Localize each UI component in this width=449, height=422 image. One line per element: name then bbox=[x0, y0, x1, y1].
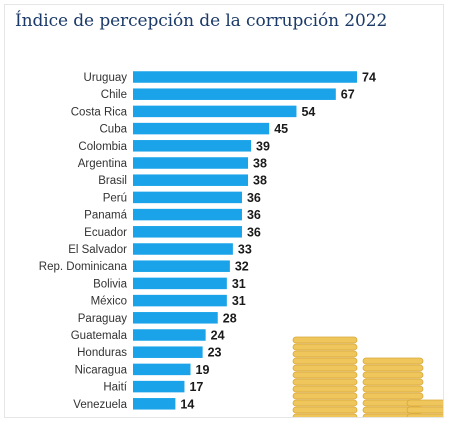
coin bbox=[362, 392, 424, 400]
value-label: 17 bbox=[189, 380, 203, 394]
value-label: 19 bbox=[196, 363, 210, 377]
coin bbox=[362, 378, 424, 386]
category-label: Chile bbox=[101, 89, 127, 101]
category-label: Rep. Dominicana bbox=[39, 261, 128, 273]
coin-stacks-illustration bbox=[292, 336, 443, 417]
coin bbox=[292, 413, 358, 417]
bar bbox=[133, 346, 203, 358]
value-label: 33 bbox=[238, 243, 252, 257]
value-label: 24 bbox=[211, 329, 225, 343]
coin bbox=[292, 392, 358, 400]
category-label: Costa Rica bbox=[71, 106, 128, 118]
bar bbox=[133, 105, 297, 118]
category-label: Perú bbox=[103, 192, 127, 204]
bar bbox=[133, 312, 218, 324]
bar bbox=[133, 398, 176, 410]
category-label: Brasil bbox=[98, 175, 127, 187]
coin bbox=[292, 364, 358, 372]
coin bbox=[292, 385, 358, 393]
value-label: 31 bbox=[232, 277, 246, 291]
coin bbox=[362, 371, 424, 379]
value-label: 45 bbox=[274, 122, 288, 136]
coin bbox=[406, 406, 443, 414]
coin bbox=[292, 406, 358, 414]
bar bbox=[133, 260, 230, 272]
category-label: Colombia bbox=[78, 141, 127, 153]
coin bbox=[292, 357, 358, 365]
category-label: Ecuador bbox=[84, 227, 127, 239]
coin bbox=[406, 399, 443, 407]
category-label: Guatemala bbox=[71, 330, 128, 342]
coin bbox=[406, 413, 443, 417]
category-label: Panamá bbox=[84, 210, 127, 222]
bar-chart: Uruguay 74 Chile 67 Costa Rica 54 Cuba 45 Colomb… bbox=[39, 71, 376, 412]
category-label: Honduras bbox=[77, 347, 127, 359]
bar bbox=[133, 226, 242, 238]
bar bbox=[133, 88, 336, 100]
chart-card: Índice de percepción de la corrupción 20… bbox=[4, 4, 444, 418]
value-label: 36 bbox=[247, 208, 261, 222]
coin bbox=[362, 357, 424, 365]
bar bbox=[133, 191, 242, 204]
value-label: 28 bbox=[223, 311, 237, 325]
value-label: 36 bbox=[247, 225, 261, 239]
coin bbox=[292, 378, 358, 386]
bar bbox=[133, 329, 206, 341]
coin bbox=[362, 364, 424, 372]
value-label: 23 bbox=[208, 346, 222, 360]
value-label: 32 bbox=[235, 260, 249, 274]
category-label: Nicaragua bbox=[75, 364, 128, 376]
bar bbox=[133, 140, 252, 152]
bar bbox=[133, 174, 249, 186]
bar bbox=[133, 363, 191, 376]
value-label: 39 bbox=[256, 139, 270, 153]
category-label: Bolivia bbox=[93, 278, 127, 290]
bar bbox=[133, 208, 242, 221]
value-label: 31 bbox=[232, 294, 246, 308]
coin bbox=[362, 385, 424, 393]
chart-title: Índice de percepción de la corrupción 20… bbox=[15, 11, 388, 31]
category-label: Cuba bbox=[100, 124, 128, 136]
bar bbox=[133, 294, 227, 307]
value-label: 38 bbox=[253, 157, 267, 171]
category-label: Paraguay bbox=[78, 313, 127, 325]
value-label: 14 bbox=[180, 397, 194, 411]
bar bbox=[133, 380, 185, 393]
category-label: Uruguay bbox=[84, 72, 128, 84]
value-label: 36 bbox=[247, 191, 261, 205]
coin bbox=[292, 350, 358, 358]
bar bbox=[133, 243, 233, 255]
bar bbox=[133, 71, 357, 83]
category-label: México bbox=[91, 296, 127, 308]
category-label: El Salvador bbox=[68, 244, 127, 256]
coin bbox=[292, 399, 358, 407]
bar bbox=[133, 277, 227, 290]
value-label: 54 bbox=[301, 105, 315, 119]
value-label: 74 bbox=[362, 71, 376, 85]
category-label: Argentina bbox=[78, 158, 128, 170]
coin bbox=[292, 343, 358, 351]
value-label: 67 bbox=[341, 88, 355, 102]
category-label: Venezuela bbox=[73, 399, 127, 411]
value-label: 38 bbox=[253, 174, 267, 188]
category-label: Haití bbox=[103, 382, 127, 394]
coin bbox=[292, 336, 358, 344]
bar bbox=[133, 157, 249, 169]
bar bbox=[133, 122, 270, 135]
coin bbox=[292, 371, 358, 379]
